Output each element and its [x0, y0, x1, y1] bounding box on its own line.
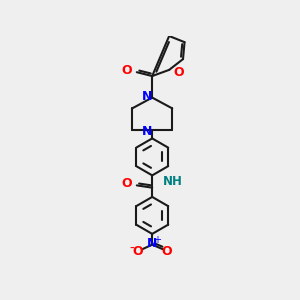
Text: O: O — [122, 177, 132, 190]
Text: O: O — [122, 64, 132, 77]
Text: O: O — [132, 245, 143, 258]
Text: O: O — [173, 66, 184, 79]
Text: N: N — [142, 125, 152, 138]
Text: N: N — [142, 90, 152, 103]
Text: +: + — [153, 235, 161, 245]
Text: -: - — [129, 242, 134, 256]
Text: O: O — [161, 245, 172, 258]
Text: NH: NH — [163, 175, 183, 188]
Text: N: N — [147, 237, 158, 250]
